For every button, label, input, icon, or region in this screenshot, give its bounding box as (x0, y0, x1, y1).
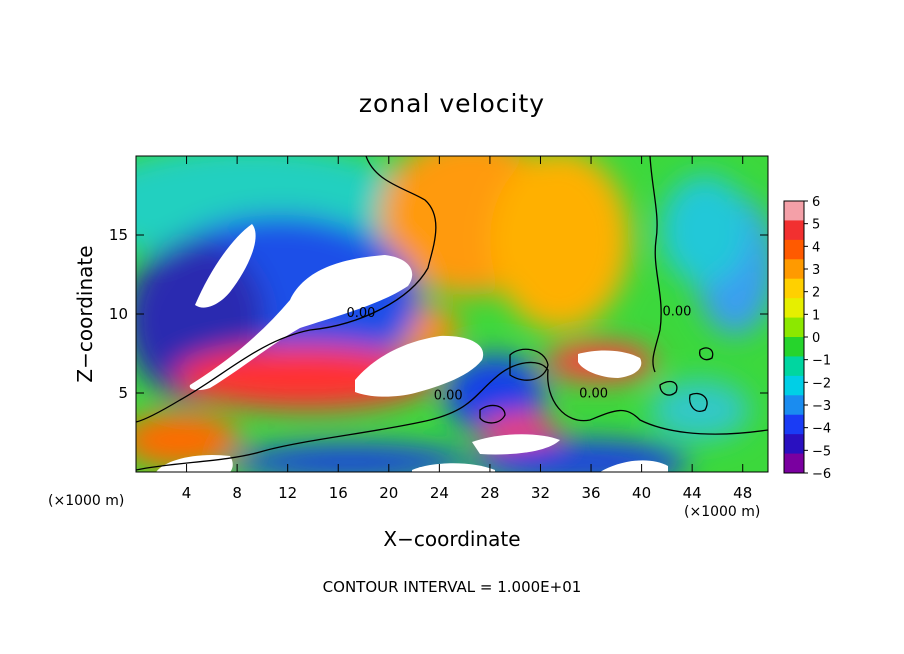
x-tick-label: 12 (278, 484, 297, 502)
zero-contours (136, 156, 768, 471)
y-tick-label: 10 (109, 305, 128, 323)
x-tick-label: 4 (182, 484, 192, 502)
contour-interval-footer: CONTOUR INTERVAL = 1.000E+01 (323, 578, 582, 596)
x-tick-label: 40 (632, 484, 651, 502)
colorbar-segment (784, 239, 804, 260)
colorbar-segment (784, 298, 804, 319)
chart-title: zonal velocity (359, 89, 545, 118)
colorbar: 6 5 4 3 2 1 0 −1 −2 −3 −4 −5 −6 (783, 195, 831, 482)
colorbar-segment (784, 337, 804, 357)
x-tick-label: 20 (379, 484, 398, 502)
contour-label: 0.00 (579, 387, 608, 402)
y-axis-ticks: 5 10 15 (109, 226, 768, 402)
x-tick-label: 16 (329, 484, 348, 502)
x-tick-label: 24 (430, 484, 449, 502)
colorbar-segment (784, 414, 804, 435)
colorbar-tick-label: −2 (812, 376, 831, 391)
contour-label: 0.00 (434, 388, 463, 403)
x-tick-label: 48 (733, 484, 752, 502)
x-axis-label: X−coordinate (383, 527, 520, 551)
colorbar-tick-label: 2 (812, 286, 820, 301)
x-units-label: (×1000 m) (684, 504, 760, 520)
colorbar-tick-label: −5 (812, 444, 831, 459)
colorbar-segment (784, 434, 804, 455)
x-tick-label: 28 (480, 484, 499, 502)
colorbar-tick-label: 4 (812, 240, 820, 255)
colorbar-segment (784, 278, 804, 299)
colorbar-segment (784, 356, 804, 377)
y-axis-label: Z−coordinate (73, 245, 97, 382)
colorbar-tick-label: 1 (812, 308, 820, 323)
colorbar-tick-label: −1 (812, 354, 831, 369)
contour-label: 0.00 (663, 305, 692, 320)
colorbar-segment (784, 395, 804, 416)
colorbar-tick-label: −3 (812, 399, 831, 414)
velocity-field: 0.00 0.00 0.00 0.00 (136, 156, 768, 472)
colorbar-tick-label: 5 (812, 218, 820, 233)
y-units-label: (×1000 m) (48, 493, 124, 509)
x-axis-ticks: 4 8 12 16 20 24 28 32 36 40 44 48 (182, 156, 752, 502)
x-tick-label: 8 (232, 484, 242, 502)
y-tick-label: 15 (109, 226, 128, 244)
colorbar-tick-label: −6 (812, 467, 831, 482)
x-tick-label: 32 (531, 484, 550, 502)
colorbar-segment (784, 259, 804, 280)
contour-label: 0.00 (347, 306, 376, 321)
colorbar-segment (784, 375, 804, 396)
colorbar-segment (784, 201, 804, 221)
colorbar-tick-label: 6 (812, 195, 820, 210)
colorbar-segment (784, 453, 804, 474)
colorbar-tick-label: 3 (812, 263, 820, 278)
colorbar-segment (784, 317, 804, 338)
x-tick-label: 36 (581, 484, 600, 502)
y-tick-label: 5 (118, 384, 128, 402)
colorbar-segment (784, 220, 804, 241)
contour-labels: 0.00 0.00 0.00 0.00 (347, 305, 692, 404)
colorbar-tick-label: 0 (812, 331, 820, 346)
x-tick-label: 44 (683, 484, 702, 502)
colorbar-tick-label: −4 (812, 422, 831, 437)
